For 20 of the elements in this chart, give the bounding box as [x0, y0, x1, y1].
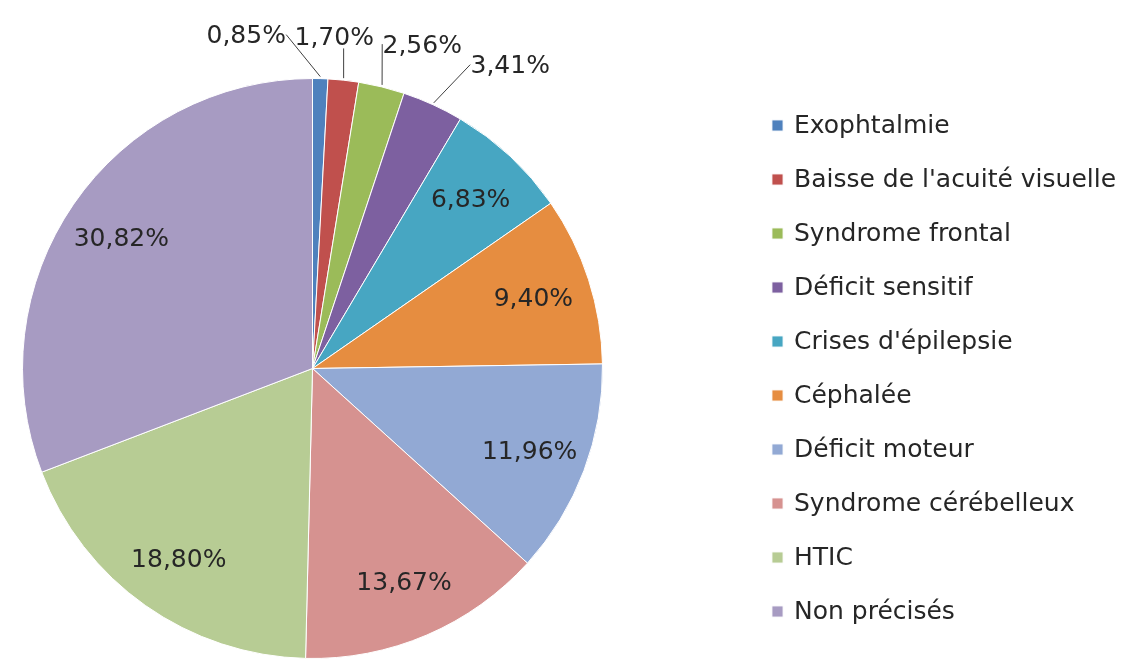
legend-label: Non précisés [794, 596, 955, 625]
data-label: 1,70% [294, 21, 374, 51]
data-label: 0,85% [206, 20, 286, 50]
data-label: 2,56% [382, 29, 462, 59]
legend-label: Syndrome frontal [794, 218, 1011, 247]
data-label: 30,82% [73, 222, 170, 252]
legend-label: Baisse de l'acuité visuelle [794, 164, 1117, 193]
legend-label: Céphalée [794, 380, 912, 409]
data-label: 13,67% [356, 567, 452, 597]
legend-label: Exophtalmie [794, 110, 950, 139]
legend-label: Syndrome cérébelleux [794, 488, 1075, 517]
legend-label: HTIC [794, 542, 853, 571]
data-label: 6,83% [430, 184, 511, 214]
data-label: 18,80% [131, 543, 227, 573]
data-label: 11,96% [481, 435, 578, 465]
data-label: 9,40% [493, 283, 574, 312]
legend-label: Déficit sensitif [794, 272, 973, 301]
legend-label: Crises d'épilepsie [794, 326, 1013, 355]
legend-label: Déficit moteur [794, 434, 974, 463]
data-label: 3,41% [470, 50, 550, 80]
